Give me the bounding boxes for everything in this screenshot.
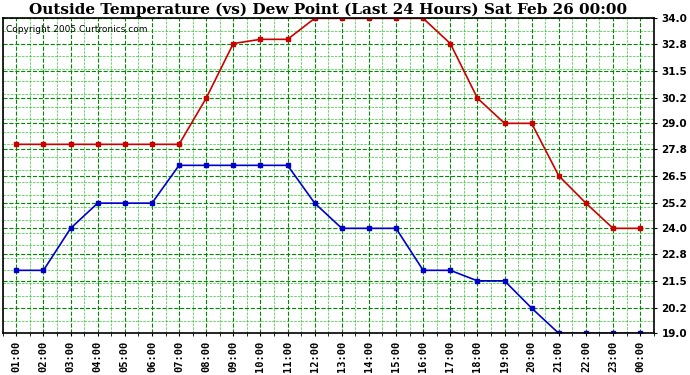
Text: Copyright 2005 Curtronics.com: Copyright 2005 Curtronics.com [6, 25, 148, 34]
Title: Outside Temperature (vs) Dew Point (Last 24 Hours) Sat Feb 26 00:00: Outside Temperature (vs) Dew Point (Last… [29, 3, 627, 17]
